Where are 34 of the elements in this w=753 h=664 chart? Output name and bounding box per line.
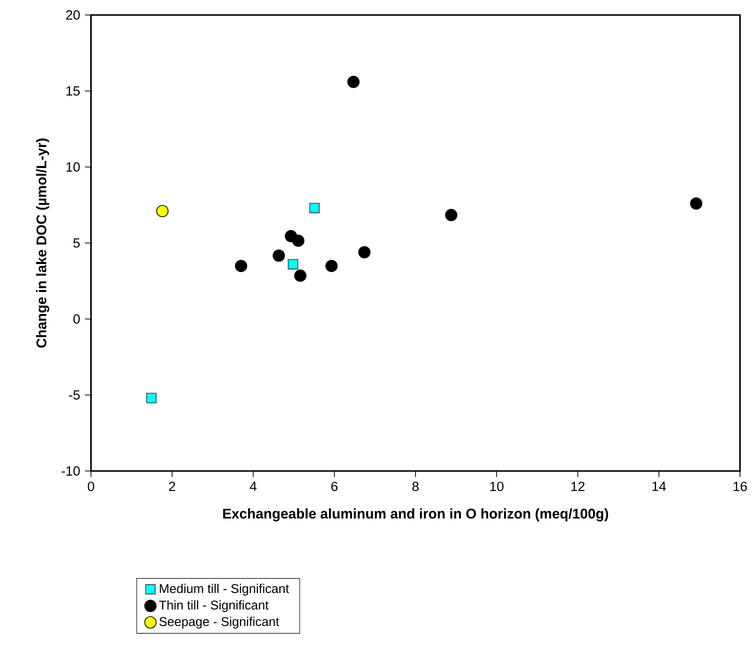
y-tick-label: -10 bbox=[62, 466, 80, 476]
point bbox=[358, 246, 371, 258]
point bbox=[294, 270, 306, 282]
x-axis-title: Exchangeable aluminum and iron in O horizon (meq/100g) bbox=[223, 508, 608, 522]
x-tick-label: 0 bbox=[88, 482, 94, 492]
legend-label: Medium till - Significant bbox=[160, 584, 289, 596]
x-tick-label: 16 bbox=[734, 482, 747, 492]
x-tick-label: 8 bbox=[412, 482, 419, 492]
x-tick-label: 10 bbox=[490, 482, 504, 492]
point bbox=[690, 197, 702, 210]
point bbox=[146, 392, 157, 404]
x-tick-label: 12 bbox=[571, 482, 585, 492]
point bbox=[325, 260, 338, 272]
y-tick-label: 10 bbox=[66, 162, 80, 172]
y-tick-label: 0 bbox=[73, 314, 80, 324]
point bbox=[156, 204, 169, 218]
x-tick-label: 6 bbox=[331, 482, 338, 492]
y-tick-label: 5 bbox=[73, 238, 80, 248]
point bbox=[234, 260, 248, 272]
y-tick-label: 15 bbox=[66, 86, 80, 96]
y-tick-label: 20 bbox=[66, 10, 80, 20]
point bbox=[272, 249, 285, 262]
legend-label: Seepage - Significant bbox=[159, 616, 280, 629]
y-tick-label: -5 bbox=[69, 390, 80, 400]
point bbox=[445, 208, 458, 222]
legend-label: Thin till - Significant bbox=[159, 600, 269, 612]
point bbox=[309, 202, 320, 214]
x-tick-label: 2 bbox=[169, 482, 176, 492]
x-tick-label: 4 bbox=[250, 482, 257, 491]
point bbox=[288, 259, 298, 270]
y-axis-title: Change in lake DOC (µmol/L-yr) bbox=[36, 138, 50, 348]
point bbox=[292, 234, 304, 247]
x-tick-label: 14 bbox=[652, 482, 666, 491]
point bbox=[347, 76, 360, 88]
